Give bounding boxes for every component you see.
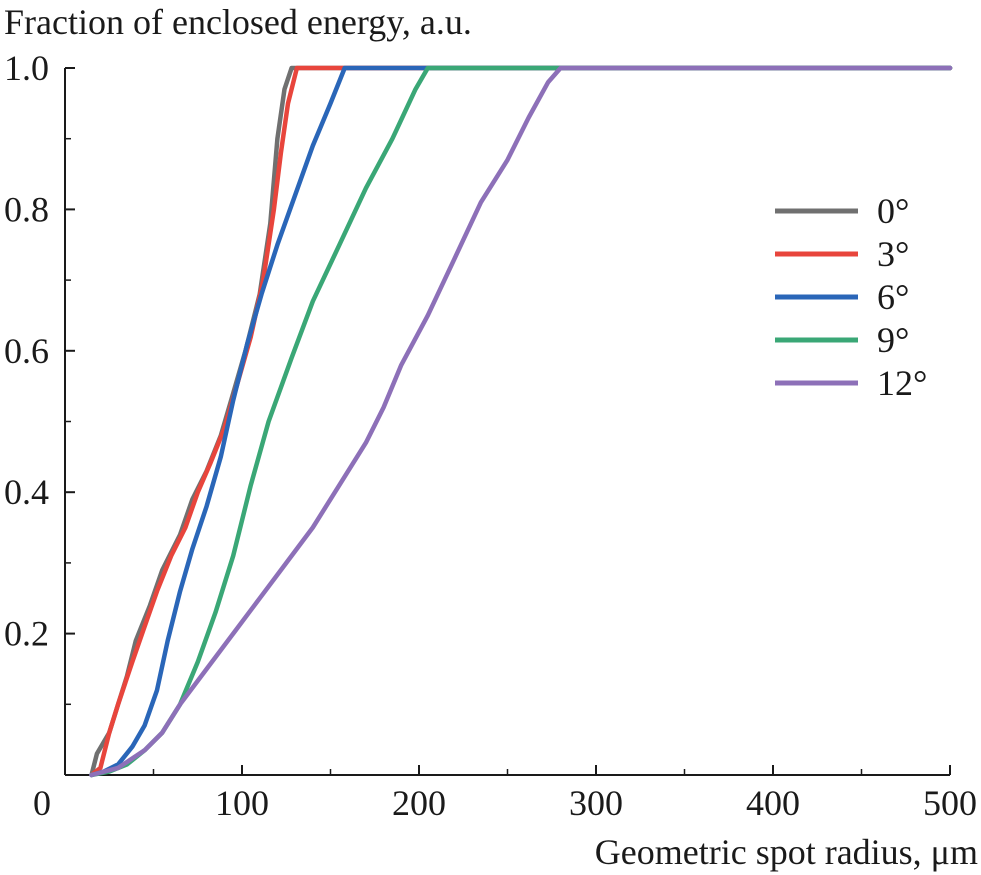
legend-label-0: 0° xyxy=(877,191,909,231)
series-line-4 xyxy=(89,65,953,778)
x-tick-label: 0 xyxy=(33,783,51,823)
y-tick-label: 0.6 xyxy=(4,331,49,371)
legend-label-4: 12° xyxy=(877,363,927,403)
y-tick-label: 0.2 xyxy=(4,614,49,654)
x-tick-label: 200 xyxy=(392,783,446,823)
y-tick-label: 0.8 xyxy=(4,189,49,229)
series-line-3 xyxy=(89,65,953,778)
axes: 0.2 0.4 0.6 0.8 1.0 0 100 200 300 400 500 xyxy=(4,48,977,823)
series-line-1 xyxy=(89,65,953,778)
legend-label-3: 9° xyxy=(877,320,909,360)
x-tick-label: 500 xyxy=(923,783,977,823)
x-tick-label: 300 xyxy=(569,783,623,823)
x-axis-title: Geometric spot radius, μm xyxy=(595,832,978,872)
y-tick-label: 1.0 xyxy=(4,48,49,88)
legend: 0°3°6°9°12° xyxy=(775,191,927,403)
legend-label-1: 3° xyxy=(877,234,909,274)
series-lines xyxy=(89,65,953,778)
y-axis-title: Fraction of enclosed energy, a.u. xyxy=(4,2,472,42)
x-tick-label: 100 xyxy=(215,783,269,823)
series-line-0 xyxy=(89,65,953,778)
legend-label-2: 6° xyxy=(877,277,909,317)
x-tick-label: 400 xyxy=(746,783,800,823)
y-tick-label: 0.4 xyxy=(4,472,49,512)
series-line-2 xyxy=(89,65,953,778)
